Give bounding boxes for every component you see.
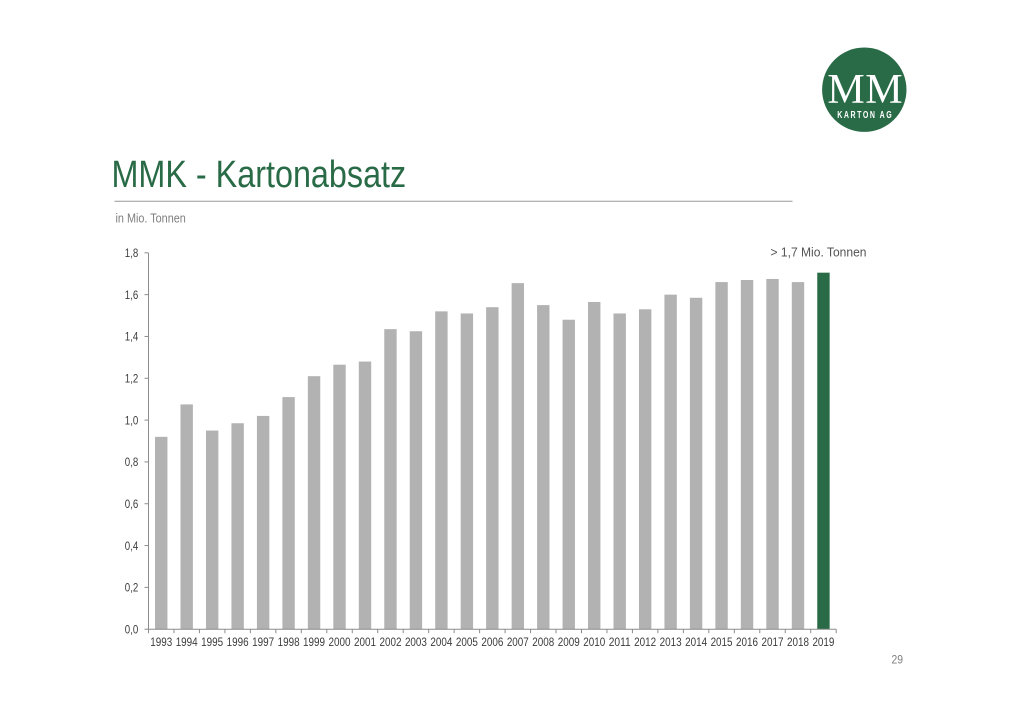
svg-text:1993: 1993 <box>150 637 172 649</box>
svg-text:1994: 1994 <box>176 637 199 649</box>
svg-text:2013: 2013 <box>660 637 682 649</box>
svg-text:1995: 1995 <box>201 637 223 649</box>
svg-text:1,6: 1,6 <box>125 290 139 302</box>
svg-text:29: 29 <box>892 653 904 667</box>
svg-text:1997: 1997 <box>252 637 274 649</box>
svg-text:1999: 1999 <box>303 637 325 649</box>
svg-text:2005: 2005 <box>456 637 478 649</box>
svg-text:1996: 1996 <box>227 637 249 649</box>
svg-text:M: M <box>865 67 902 113</box>
svg-text:0,6: 0,6 <box>125 499 139 511</box>
svg-text:2015: 2015 <box>711 637 733 649</box>
svg-text:2000: 2000 <box>329 637 351 649</box>
svg-text:2012: 2012 <box>634 637 656 649</box>
svg-text:1,2: 1,2 <box>125 373 139 385</box>
svg-text:in Mio. Tonnen: in Mio. Tonnen <box>116 212 186 226</box>
svg-text:2009: 2009 <box>558 637 580 649</box>
svg-text:1998: 1998 <box>278 637 300 649</box>
svg-text:KARTON AG: KARTON AG <box>837 110 893 121</box>
svg-text:2018: 2018 <box>787 637 809 649</box>
svg-text:> 1,7 Mio. Tonnen: > 1,7 Mio. Tonnen <box>771 245 867 260</box>
svg-text:0,2: 0,2 <box>125 583 139 595</box>
svg-text:1,4: 1,4 <box>125 332 139 344</box>
svg-text:2006: 2006 <box>481 637 503 649</box>
svg-text:2010: 2010 <box>583 637 605 649</box>
svg-text:2001: 2001 <box>354 637 376 649</box>
svg-text:0,8: 0,8 <box>125 457 139 469</box>
svg-text:2008: 2008 <box>532 637 554 649</box>
svg-text:1,0: 1,0 <box>125 415 139 427</box>
svg-text:M: M <box>827 67 864 113</box>
svg-text:2014: 2014 <box>685 637 708 649</box>
svg-text:MMK - Kartonabsatz: MMK - Kartonabsatz <box>112 154 407 196</box>
svg-text:2016: 2016 <box>736 637 758 649</box>
svg-text:2004: 2004 <box>430 637 453 649</box>
svg-text:0,0: 0,0 <box>125 624 139 636</box>
svg-text:2003: 2003 <box>405 637 427 649</box>
svg-text:2007: 2007 <box>507 637 529 649</box>
svg-text:2002: 2002 <box>379 637 401 649</box>
svg-text:2017: 2017 <box>762 637 784 649</box>
svg-text:2019: 2019 <box>812 637 834 649</box>
svg-text:2011: 2011 <box>609 637 631 649</box>
svg-text:0,4: 0,4 <box>125 541 139 553</box>
svg-text:1,8: 1,8 <box>125 248 139 260</box>
